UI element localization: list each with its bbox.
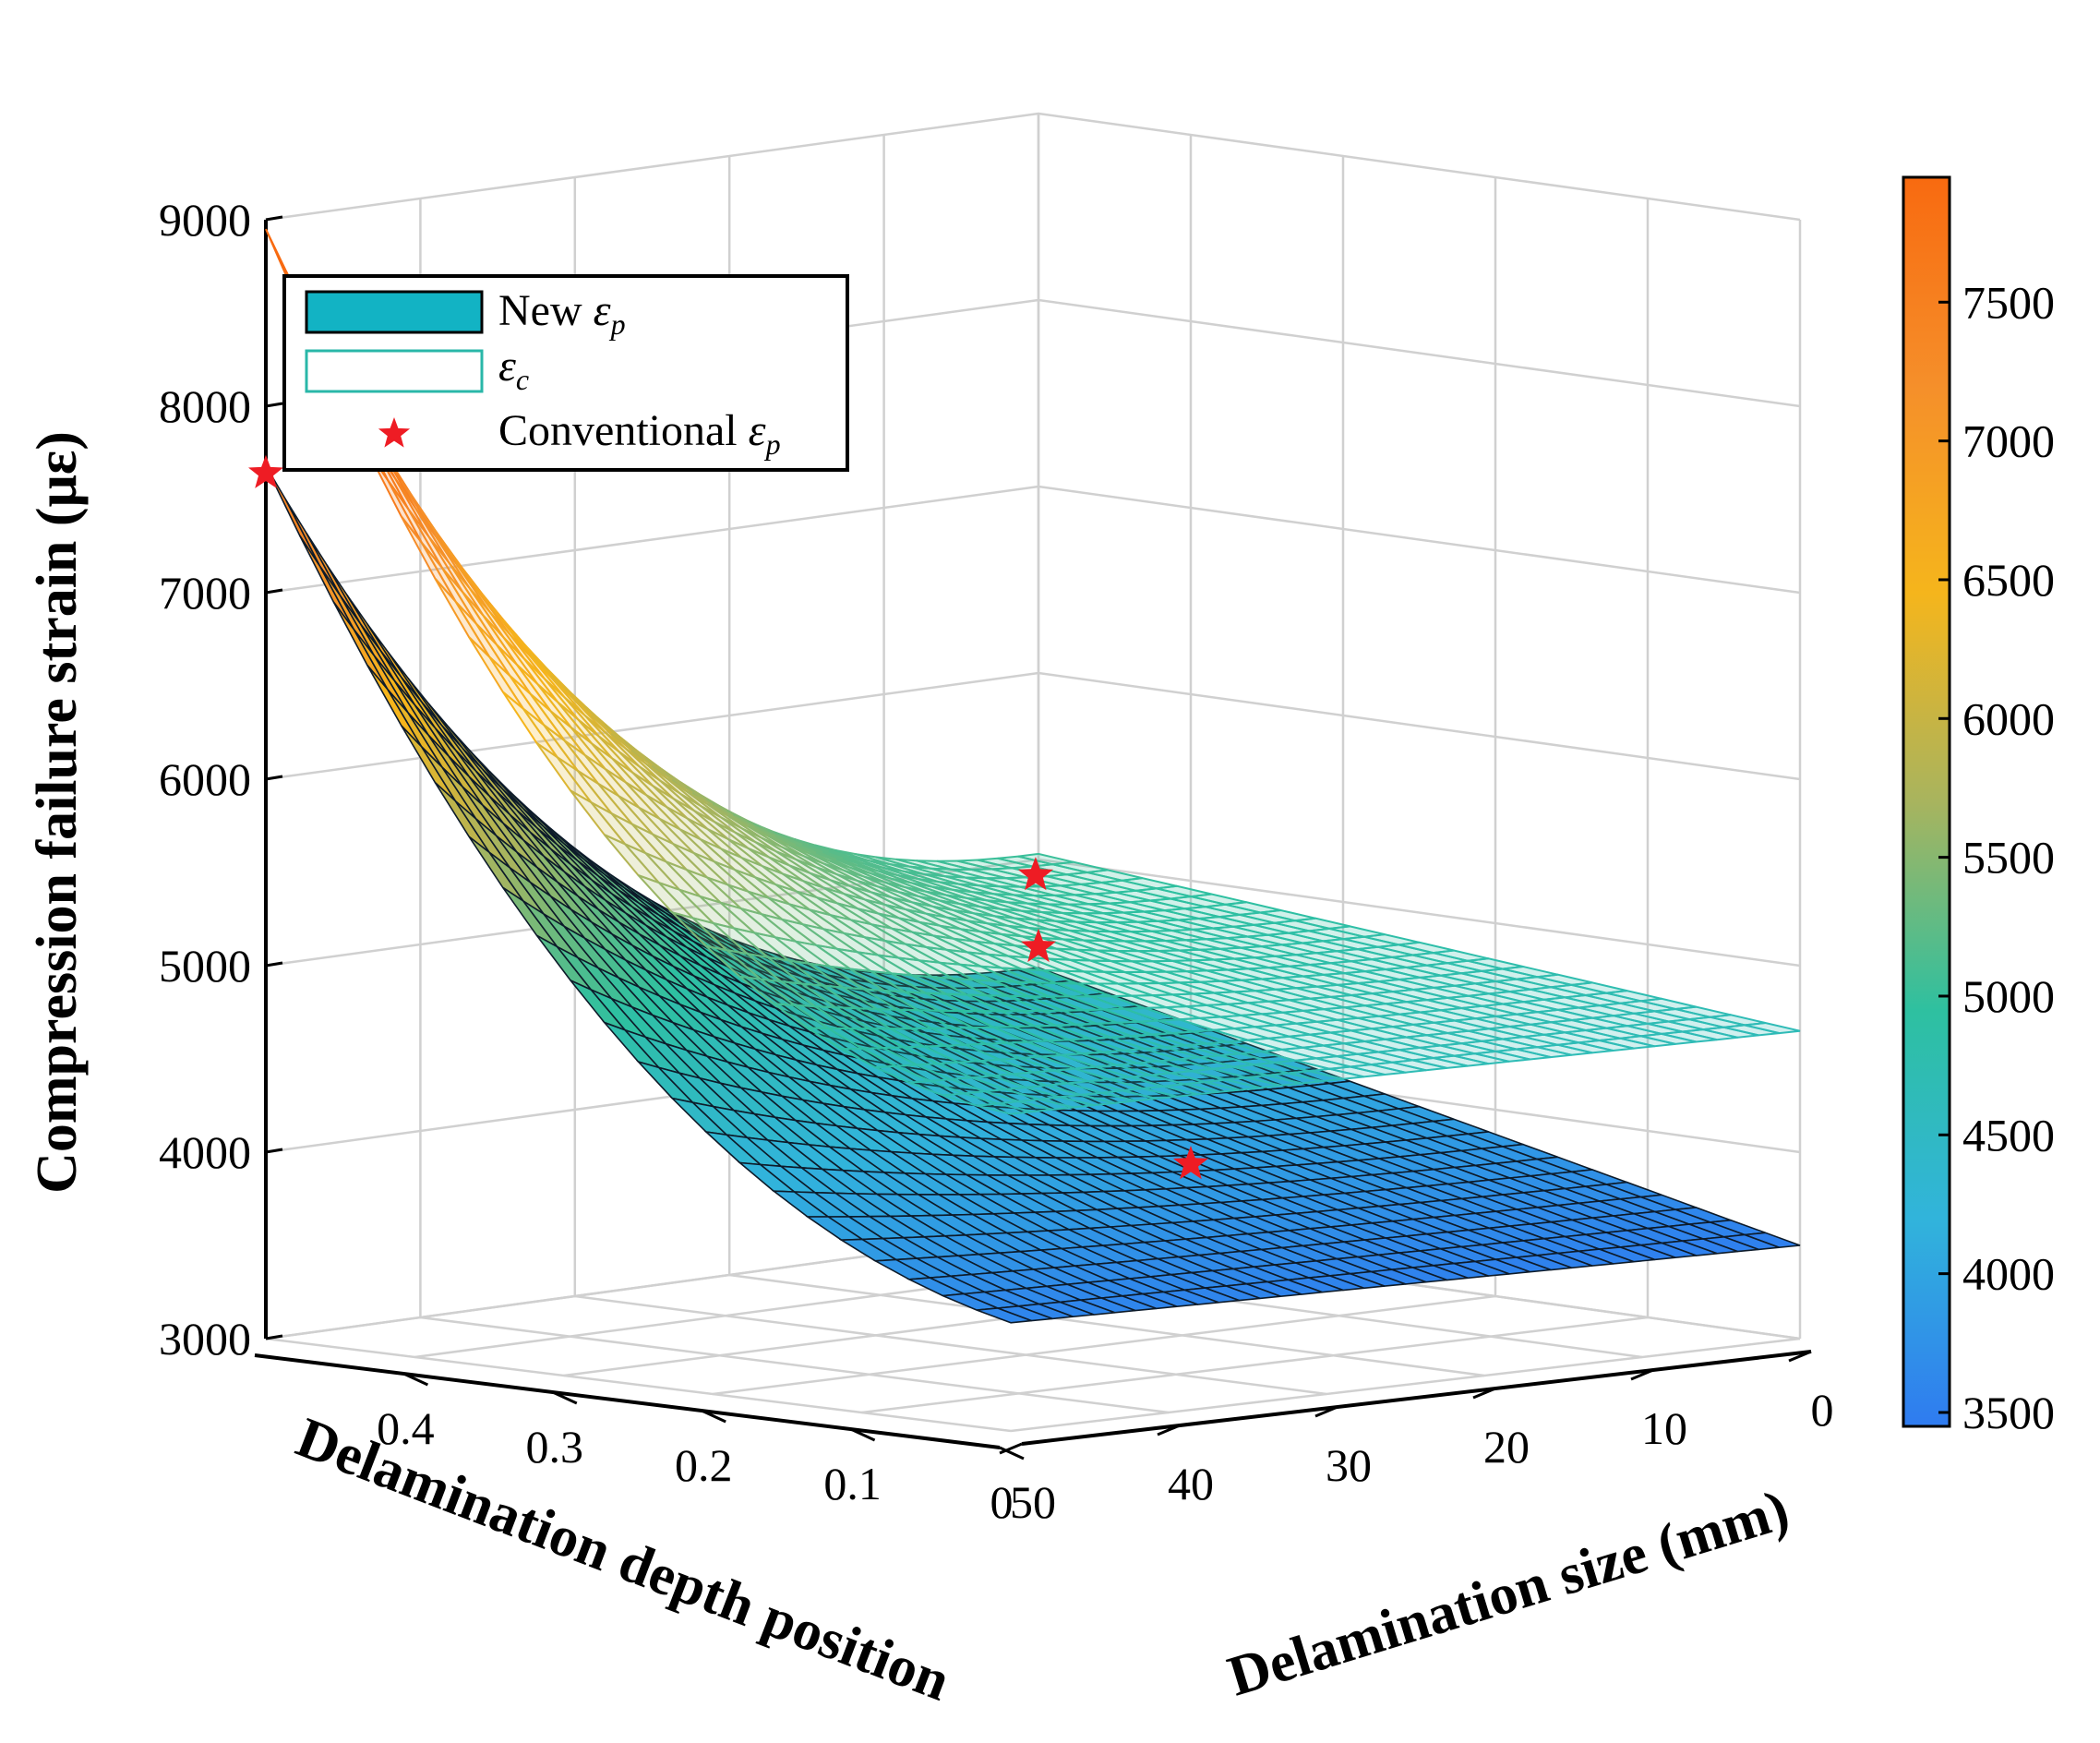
conventional-point-star — [1173, 1146, 1208, 1180]
depth-tick-mark — [849, 1427, 876, 1442]
colorbar-tick-label: 4500 — [1962, 1109, 2055, 1160]
size-tick-mark — [1788, 1350, 1812, 1363]
floor-grid-line — [713, 1294, 1496, 1396]
colorbar-tick-label: 7000 — [1962, 415, 2055, 467]
z-tick-label: 9000 — [159, 194, 251, 246]
colorbar-tick-label: 5500 — [1962, 832, 2055, 884]
size-tick-mark — [1472, 1387, 1496, 1400]
depth-tick-label: 0 — [990, 1476, 1014, 1528]
depth-tick-label: 0.2 — [675, 1439, 733, 1491]
size-axis-ticks: 0 10 20 30 40 50 — [999, 1350, 1834, 1528]
depth-tick-label: 0.4 — [377, 1402, 435, 1454]
grid-line-z — [265, 485, 1801, 595]
z-tick-label: 5000 — [159, 940, 251, 992]
colorbar-ticks: 3500 4000 4500 5000 5500 6000 6500 7000 7500 — [1938, 276, 2055, 1438]
z-tick-label: 4000 — [159, 1126, 251, 1178]
z-tick-label: 6000 — [159, 753, 251, 805]
depth-axis-ticks: 0 0.1 0.2 0.3 0.4 — [377, 1372, 1025, 1528]
z-tick-mark — [265, 961, 283, 968]
legend-label-new-ep: New εp — [498, 286, 626, 341]
z-tick-mark — [265, 588, 283, 595]
z-tick-label: 7000 — [159, 567, 251, 619]
size-tick-label: 0 — [1811, 1384, 1834, 1436]
z-tick-label: 3000 — [159, 1313, 251, 1364]
colorbar-tick-label: 5000 — [1962, 970, 2055, 1022]
z-tick-mark — [265, 775, 283, 781]
z-tick-mark — [265, 402, 283, 408]
colorbar-tick-label: 4000 — [1962, 1248, 2055, 1300]
floor-grid-line — [265, 1337, 1012, 1433]
colorbar-tick-label: 6000 — [1962, 692, 2055, 744]
floor-grid-line — [1010, 1337, 1801, 1433]
conventional-point-star — [1021, 928, 1056, 963]
floor-grid-line — [420, 1316, 1170, 1414]
conventional-point-star — [248, 454, 283, 488]
size-tick-label: 10 — [1641, 1402, 1687, 1454]
floor-grid-line — [729, 1273, 1485, 1377]
ec-mesh-surface — [265, 228, 1801, 1115]
size-tick-mark — [999, 1442, 1023, 1455]
colorbar-tick-label: 3500 — [1962, 1387, 2055, 1438]
legend-swatch-ec — [305, 349, 484, 393]
size-tick-label: 40 — [1168, 1458, 1214, 1509]
ec-cell — [977, 1102, 1032, 1115]
depth-tick-mark — [552, 1390, 578, 1405]
z-tick-mark — [265, 215, 283, 222]
size-tick-mark — [1630, 1368, 1654, 1381]
legend: New εp εc Conventional εp — [282, 274, 849, 472]
legend-label-ec: εc — [498, 342, 529, 396]
z-tick-mark — [265, 1334, 283, 1340]
colorbar-tick-label: 7500 — [1962, 276, 2055, 328]
depth-tick-mark — [402, 1372, 429, 1387]
floor-grid-line — [574, 1294, 1327, 1396]
size-axis-line — [1021, 1350, 1812, 1446]
colorbar-tick-label: 6500 — [1962, 554, 2055, 606]
legend-star-icon — [378, 417, 411, 448]
size-tick-label: 50 — [1010, 1476, 1056, 1528]
size-tick-mark — [1157, 1424, 1181, 1436]
y-axis-label: Delamination size (mm) — [1221, 1478, 1796, 1708]
depth-tick-label: 0.1 — [823, 1458, 882, 1509]
colorbar-gradient — [1902, 175, 1951, 1428]
floor-grid-line — [861, 1316, 1649, 1414]
z-tick-mark — [265, 1148, 283, 1154]
z-axis-label: Compression failure strain (με) — [26, 431, 89, 1194]
grid-line-z — [265, 112, 1801, 222]
colorbar: 3500 4000 4500 5000 5500 6000 6500 7000 7500 — [1902, 175, 2055, 1438]
depth-tick-mark — [999, 1446, 1025, 1461]
legend-swatch-new-ep — [305, 290, 484, 334]
depth-tick-mark — [701, 1409, 726, 1424]
depth-tick-label: 0.3 — [526, 1421, 584, 1473]
x-axis-label: Delamination depth position — [288, 1406, 958, 1713]
z-axis-ticks: 3000 4000 5000 6000 7000 8000 9000 — [159, 194, 283, 1364]
legend-label-conventional-ep: Conventional εp — [498, 406, 781, 461]
z-tick-label: 8000 — [159, 380, 251, 432]
size-tick-label: 20 — [1483, 1421, 1530, 1473]
conventional-point-star — [1017, 857, 1053, 891]
size-tick-label: 30 — [1326, 1439, 1372, 1491]
conventional-ep-points — [248, 454, 1208, 1180]
grid-line-z — [265, 671, 1801, 781]
depth-axis-line — [254, 1353, 1001, 1449]
size-tick-mark — [1314, 1405, 1338, 1418]
new-ep-cell — [977, 1307, 1032, 1324]
